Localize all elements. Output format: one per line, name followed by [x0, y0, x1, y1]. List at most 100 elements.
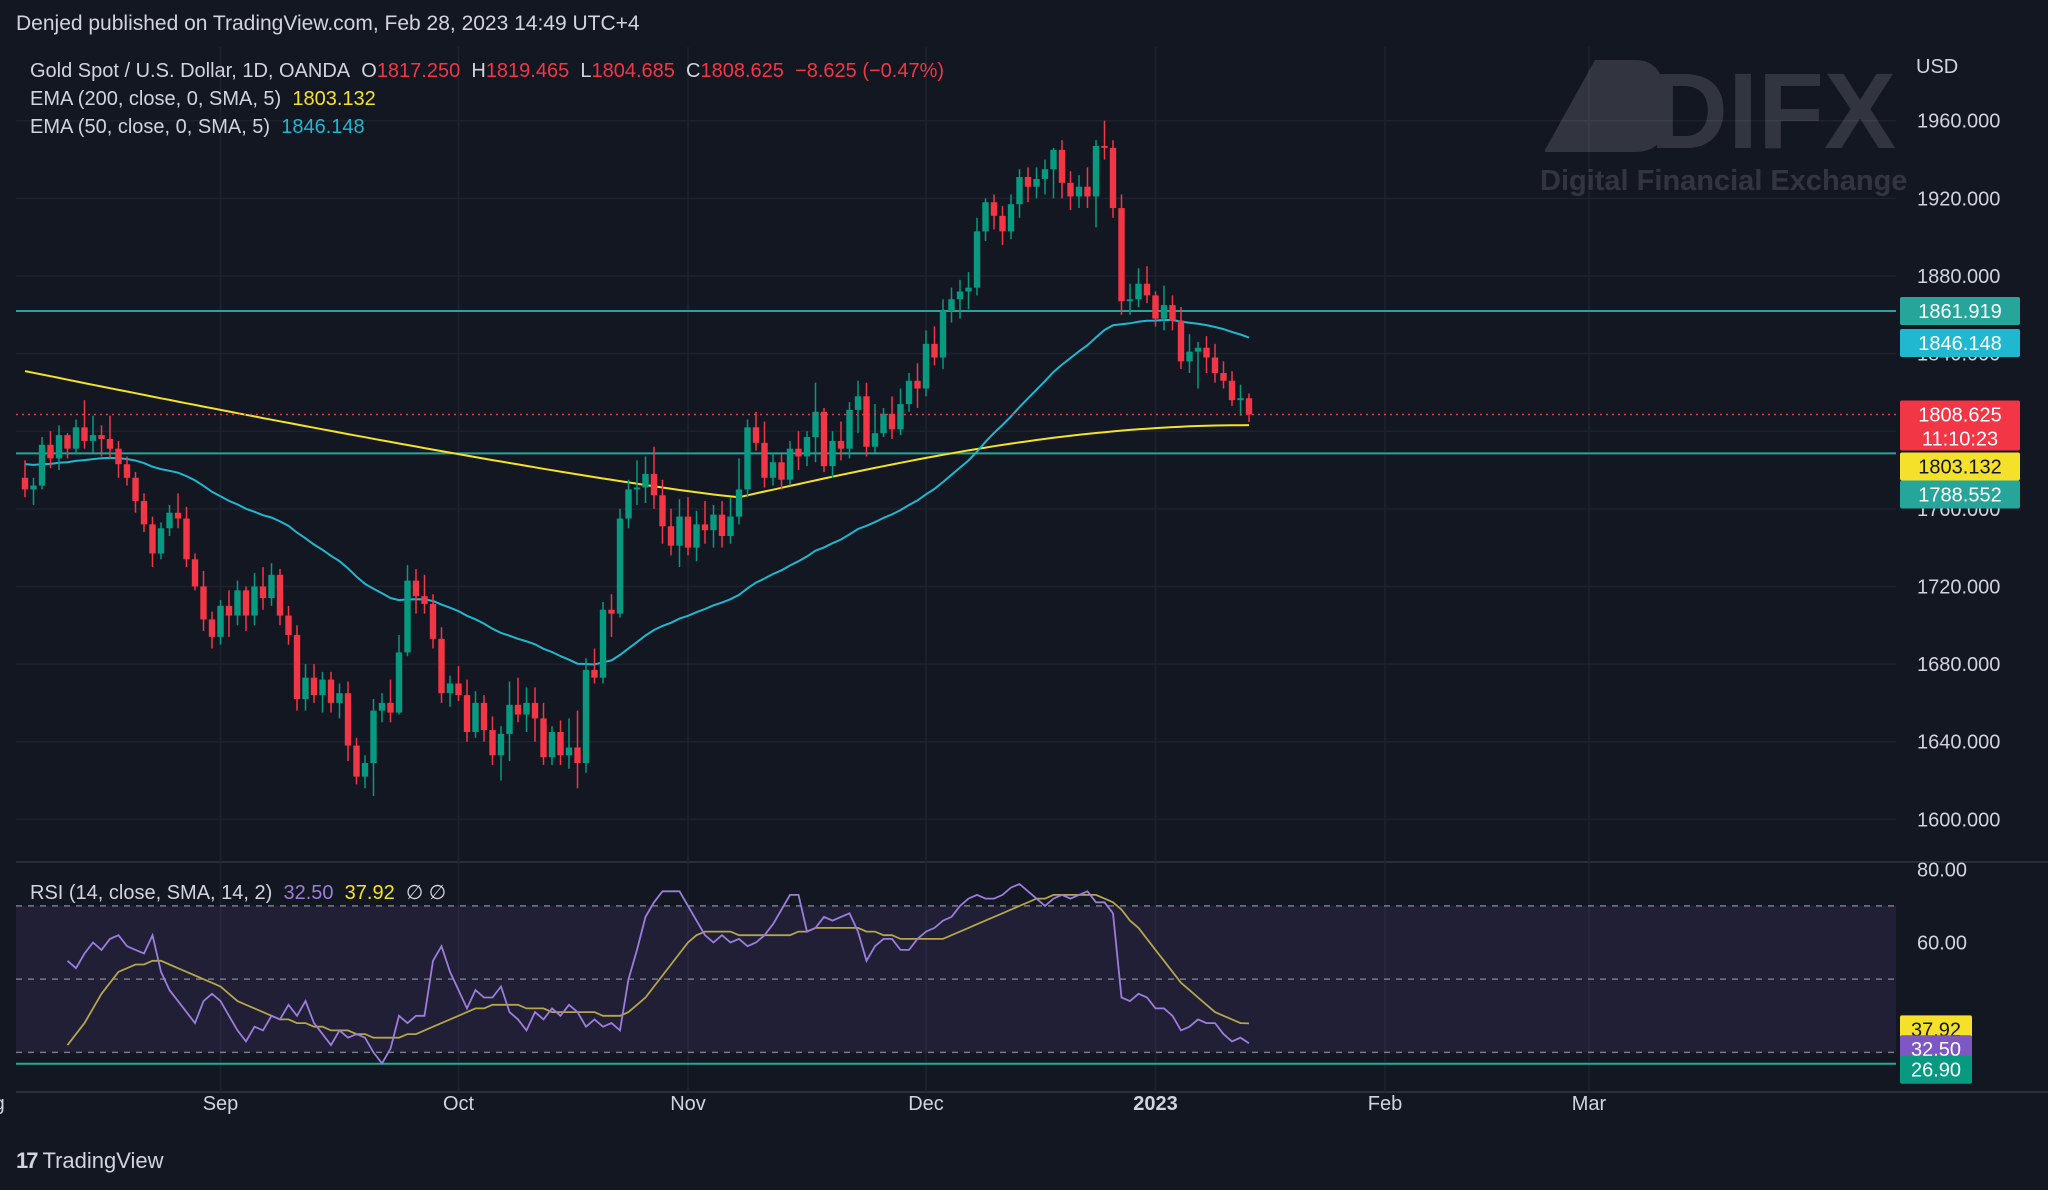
- candle: [608, 594, 615, 637]
- candle-body: [497, 733, 505, 756]
- candle: [752, 411, 760, 451]
- candle-body: [336, 693, 343, 703]
- candle-body: [251, 586, 258, 616]
- candle-body: [718, 514, 726, 536]
- ema200-legend[interactable]: EMA (200, close, 0, SMA, 5) 1803.132: [30, 88, 376, 110]
- rsi-tick-label: 60.00: [1917, 933, 1967, 955]
- candle-body: [565, 747, 573, 756]
- candle: [871, 404, 879, 453]
- symbol-title: Gold Spot / U.S. Dollar, 1D, OANDA: [30, 60, 351, 82]
- candle: [727, 497, 734, 544]
- candle-body: [727, 516, 734, 536]
- candle-body: [837, 440, 845, 449]
- candle-body: [123, 464, 131, 478]
- candle-body: [710, 514, 717, 531]
- candle: [234, 580, 241, 626]
- candle: [1084, 167, 1091, 209]
- candle: [701, 501, 709, 544]
- candle: [387, 679, 394, 723]
- candle: [98, 425, 105, 457]
- candle-body: [948, 299, 955, 311]
- price-axis: 1600.0001640.0001680.0001720.0001760.000…: [1900, 111, 2020, 831]
- candle: [47, 431, 54, 469]
- candle-body: [871, 433, 879, 447]
- candle: [812, 382, 819, 463]
- candle-body: [820, 411, 828, 467]
- candle-body: [89, 435, 97, 441]
- candle-body: [115, 448, 122, 465]
- candle-body: [650, 473, 658, 496]
- price-tick-label: 1720.000: [1917, 576, 2000, 598]
- candle-body: [404, 580, 411, 653]
- time-tick-label: Mar: [1572, 1093, 1607, 1115]
- candle: [446, 675, 454, 707]
- tv-mark-icon: 17: [16, 1148, 39, 1173]
- candle: [259, 567, 267, 610]
- candle: [455, 666, 462, 701]
- candle: [1143, 266, 1151, 304]
- candle: [1050, 147, 1057, 199]
- candle-body: [548, 731, 556, 758]
- candle-body: [472, 702, 479, 732]
- candle: [310, 664, 318, 703]
- candle-body: [769, 462, 777, 478]
- time-tick-label: 2023: [1133, 1093, 1178, 1115]
- candle-body: [55, 435, 63, 459]
- candle-body: [1024, 177, 1032, 187]
- candle: [557, 720, 564, 765]
- candle: [463, 679, 471, 742]
- difx-mark-icon: [1545, 60, 1665, 152]
- time-tick-label: ug: [0, 1093, 5, 1115]
- candle: [625, 479, 632, 529]
- candle: [72, 419, 80, 455]
- candle-body: [922, 343, 930, 389]
- rsi-legend[interactable]: RSI (14, close, SMA, 14, 2) 32.50 37.92 …: [30, 882, 447, 904]
- candle-body: [446, 683, 454, 694]
- candle: [931, 326, 938, 366]
- candle: [293, 625, 301, 711]
- candle-body: [956, 291, 964, 300]
- candle-body: [1228, 380, 1236, 401]
- candle-body: [633, 487, 641, 490]
- rsi-value: 32.50: [283, 882, 334, 904]
- candle: [38, 437, 46, 490]
- candle-body: [412, 580, 420, 597]
- candle: [404, 565, 411, 657]
- candle-body: [939, 310, 947, 358]
- candle-body: [132, 477, 139, 502]
- candle-body: [1203, 347, 1210, 358]
- price-tag-text: 1861.919: [1918, 301, 2001, 323]
- candle: [863, 382, 870, 457]
- candle: [336, 683, 343, 719]
- candle: [1194, 341, 1202, 389]
- candle-body: [191, 559, 199, 587]
- rsi-tag-bg: [1900, 1055, 1972, 1084]
- candle-body: [786, 448, 794, 480]
- candle-body: [914, 380, 921, 389]
- candle: [1237, 384, 1244, 416]
- time-tick-label: Sep: [203, 1093, 239, 1115]
- price-tag: 1803.132: [1900, 452, 2020, 481]
- price-tick-label: 1600.000: [1917, 809, 2000, 831]
- candle: [531, 687, 539, 742]
- candle-body: [888, 413, 896, 430]
- candle-body: [599, 609, 607, 678]
- candle: [89, 415, 97, 453]
- price-tag-bg: [1900, 452, 2020, 481]
- candle: [217, 600, 224, 645]
- ema50-legend[interactable]: EMA (50, close, 0, SMA, 5) 1846.148: [30, 116, 365, 138]
- candle: [1126, 283, 1134, 315]
- candle-body: [319, 679, 326, 696]
- difx-logo-text: DIFX: [1650, 50, 1896, 171]
- candle-body: [1075, 186, 1083, 197]
- candle-body: [744, 427, 751, 490]
- change-value: −8.625 (−0.47%): [795, 60, 945, 82]
- candle: [1228, 371, 1236, 406]
- candle-body: [106, 438, 114, 449]
- candle-body: [1245, 398, 1253, 415]
- currency-label: USD: [1916, 56, 1959, 78]
- candle-body: [1067, 182, 1074, 197]
- candle: [276, 568, 284, 626]
